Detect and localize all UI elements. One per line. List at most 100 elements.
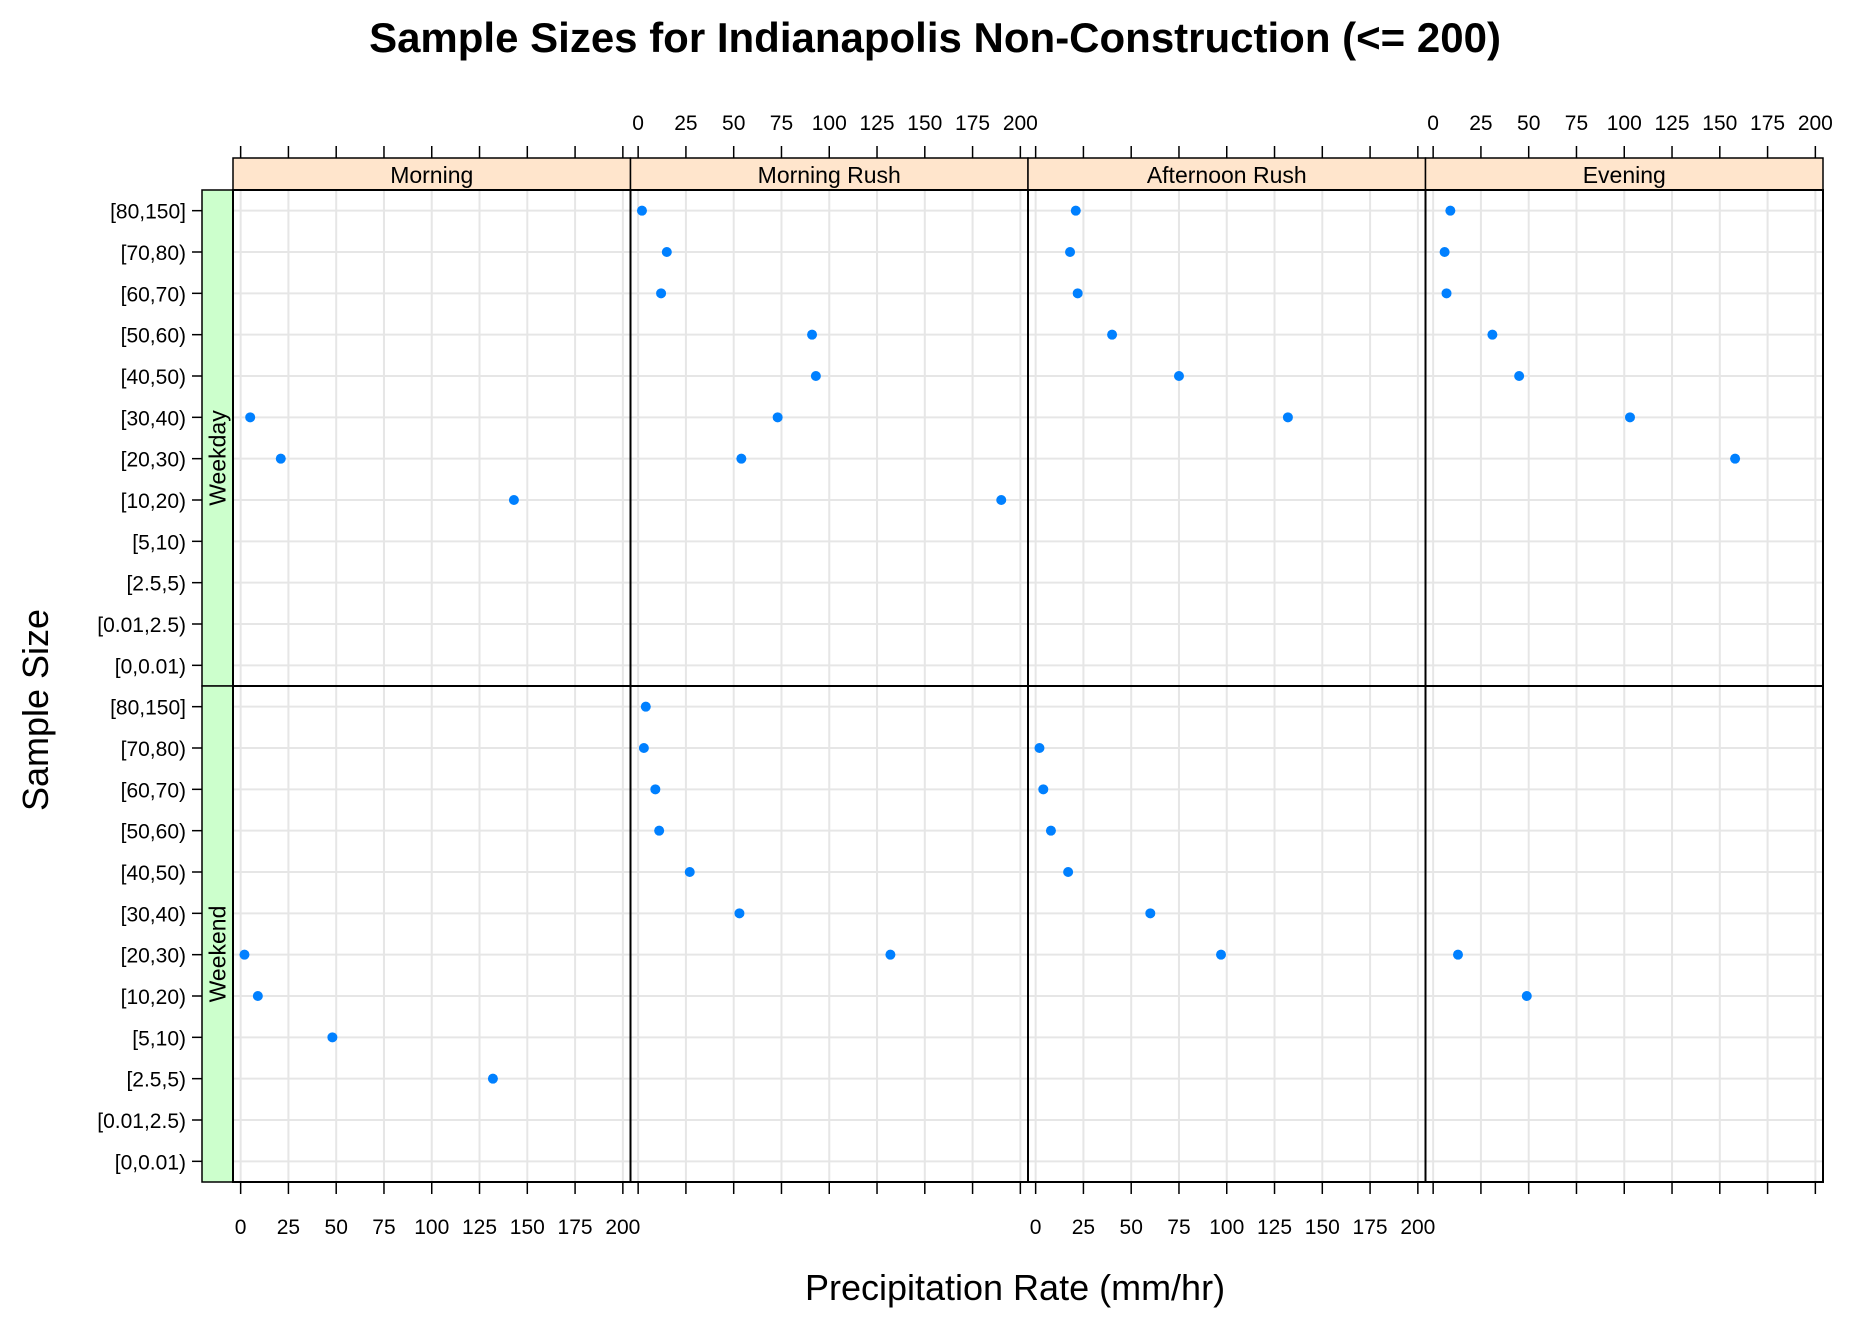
chart-title: Sample Sizes for Indianapolis Non-Constr… <box>369 14 1501 61</box>
point-weekend-morning-10-20 <box>252 991 263 1001</box>
y-tick-label-weekend-30-40: [30,40) <box>121 903 186 926</box>
strip-label-afternoon-rush: Afternoon Rush <box>1147 162 1307 188</box>
y-tick-label-weekday-60-70: [60,70) <box>121 283 186 306</box>
point-weekend-evening-20-30 <box>1452 949 1463 960</box>
point-weekday-morning-rush-40-50 <box>810 371 821 381</box>
point-weekday-afternoon-rush-40-50 <box>1173 371 1184 381</box>
x-axis-title: Precipitation Rate (mm/hr) <box>805 1267 1225 1308</box>
point-weekend-morning-rush-50-60 <box>654 825 665 836</box>
x-tick-label-bottom-morning-50: 50 <box>325 1216 348 1239</box>
panel-frames-layer <box>232 189 1824 1183</box>
point-weekday-evening-30-40 <box>1624 412 1635 423</box>
strip-morning <box>232 157 632 191</box>
y-tick-label-weekend-2-5-5: [2.5,5) <box>126 1069 186 1092</box>
y-tick-label-weekend-10-20: [10,20) <box>121 986 186 1009</box>
x-tick-label-bottom-afternoon-rush-150: 150 <box>1305 1216 1340 1239</box>
x-tick-label-bottom-morning-25: 25 <box>277 1216 300 1239</box>
x-tick-label-bottom-morning-100: 100 <box>414 1216 449 1239</box>
row-strip-weekday <box>201 189 234 687</box>
y-tick-label-weekend-20-30: [20,30) <box>121 945 186 968</box>
y-tick-label-weekday-50-60: [50,60) <box>121 325 186 348</box>
x-tick-label-top-morning-rush-100: 100 <box>812 112 847 135</box>
x-tick-label-top-morning-rush-150: 150 <box>907 112 942 135</box>
point-weekday-evening-60-70 <box>1441 288 1452 299</box>
x-tick-label-bottom-morning-200: 200 <box>605 1216 640 1239</box>
x-tick-label-top-evening-75: 75 <box>1565 112 1588 135</box>
point-weekday-evening-50-60 <box>1487 329 1498 340</box>
x-tick-label-top-evening-150: 150 <box>1702 112 1737 135</box>
y-tick-label-weekend-60-70: [60,70) <box>121 779 186 802</box>
x-tick-label-top-morning-rush-50: 50 <box>722 112 745 135</box>
axes-layer: [0,0.01) [0.01,2.5) [2.5,5) [5,10) [10,20) [2… <box>97 112 1833 1239</box>
y-tick-label-weekend-70-80: [70,80) <box>121 738 186 761</box>
point-weekend-morning-5-10 <box>327 1032 338 1043</box>
y-tick-label-weekday-0-01-2-5: [0.01,2.5) <box>97 614 186 637</box>
point-weekend-evening-10-20 <box>1521 991 1532 1001</box>
point-weekend-morning-rush-60-70 <box>650 784 661 795</box>
point-weekday-morning-10-20 <box>508 495 519 505</box>
point-weekend-afternoon-rush-40-50 <box>1063 867 1074 877</box>
point-weekday-afternoon-rush-70-80 <box>1065 247 1076 257</box>
point-weekday-morning-rush-50-60 <box>807 329 818 340</box>
x-tick-label-bottom-afternoon-rush-175: 175 <box>1353 1216 1388 1239</box>
x-tick-label-top-morning-rush-25: 25 <box>674 112 697 135</box>
x-tick-label-top-evening-50: 50 <box>1517 112 1540 135</box>
x-tick-label-top-morning-rush-175: 175 <box>955 112 990 135</box>
y-tick-label-weekend-50-60: [50,60) <box>121 821 186 844</box>
y-tick-label-weekday-40-50: [40,50) <box>121 366 186 389</box>
x-tick-label-bottom-afternoon-rush-50: 50 <box>1120 1216 1143 1239</box>
point-weekday-afternoon-rush-30-40 <box>1282 412 1293 423</box>
point-weekend-morning-2-5-5 <box>487 1073 498 1084</box>
point-weekend-afternoon-rush-60-70 <box>1038 784 1049 795</box>
y-tick-label-weekend-5-10: [5,10) <box>132 1027 186 1050</box>
x-tick-label-top-morning-rush-125: 125 <box>860 112 895 135</box>
strip-morning-rush <box>629 157 1029 191</box>
y-tick-label-weekday-2-5-5: [2.5,5) <box>126 573 186 596</box>
row-strip-weekend <box>201 685 234 1183</box>
point-weekend-morning-rush-30-40 <box>734 908 745 919</box>
x-tick-label-top-evening-200: 200 <box>1798 112 1833 135</box>
point-weekday-evening-70-80 <box>1439 247 1450 257</box>
point-weekday-evening-20-30 <box>1730 453 1741 464</box>
point-weekday-morning-rush-70-80 <box>661 247 672 257</box>
x-tick-label-bottom-afternoon-rush-100: 100 <box>1209 1216 1244 1239</box>
point-weekend-afternoon-rush-30-40 <box>1145 908 1156 919</box>
point-weekend-afternoon-rush-50-60 <box>1045 825 1056 836</box>
y-tick-label-weekday-30-40: [30,40) <box>121 407 186 430</box>
x-tick-label-top-morning-rush-200: 200 <box>1003 112 1038 135</box>
point-weekday-afternoon-rush-80-150 <box>1070 205 1081 216</box>
point-weekend-morning-rush-70-80 <box>638 743 649 753</box>
y-tick-label-weekday-20-30: [20,30) <box>121 449 186 472</box>
y-tick-label-weekday-80-150: [80,150] <box>110 201 186 224</box>
point-weekend-morning-rush-80-150 <box>640 701 651 712</box>
x-tick-label-bottom-morning-175: 175 <box>558 1216 593 1239</box>
point-weekday-afternoon-rush-60-70 <box>1072 288 1083 299</box>
x-tick-label-bottom-morning-0: 0 <box>235 1216 247 1239</box>
point-weekday-afternoon-rush-50-60 <box>1107 329 1118 340</box>
point-weekend-morning-20-30 <box>239 949 250 960</box>
y-tick-label-weekend-40-50: [40,50) <box>121 862 186 885</box>
point-weekday-morning-rush-30-40 <box>772 412 783 423</box>
x-tick-label-bottom-morning-150: 150 <box>510 1216 545 1239</box>
x-tick-label-top-morning-rush-75: 75 <box>770 112 793 135</box>
strip-label-morning: Morning <box>390 162 473 188</box>
x-tick-label-top-evening-125: 125 <box>1655 112 1690 135</box>
y-tick-label-weekday-5-10: [5,10) <box>132 531 186 554</box>
x-tick-label-top-evening-25: 25 <box>1469 112 1492 135</box>
x-tick-label-top-evening-175: 175 <box>1750 112 1785 135</box>
point-weekday-morning-rush-10-20 <box>996 495 1007 505</box>
row-strip-label-weekend: Weekend <box>205 906 231 1003</box>
point-weekend-morning-rush-40-50 <box>684 867 695 877</box>
strip-label-morning-rush: Morning Rush <box>758 162 901 188</box>
point-weekday-evening-40-50 <box>1514 371 1525 381</box>
strip-evening <box>1424 157 1824 191</box>
y-tick-label-weekday-70-80: [70,80) <box>121 242 186 265</box>
x-tick-label-bottom-afternoon-rush-125: 125 <box>1257 1216 1292 1239</box>
x-tick-label-top-evening-100: 100 <box>1607 112 1642 135</box>
point-weekday-morning-rush-80-150 <box>636 205 647 216</box>
strip-label-evening: Evening <box>1583 162 1666 188</box>
point-weekend-morning-rush-20-30 <box>885 949 896 960</box>
points-layer <box>239 205 1741 1084</box>
